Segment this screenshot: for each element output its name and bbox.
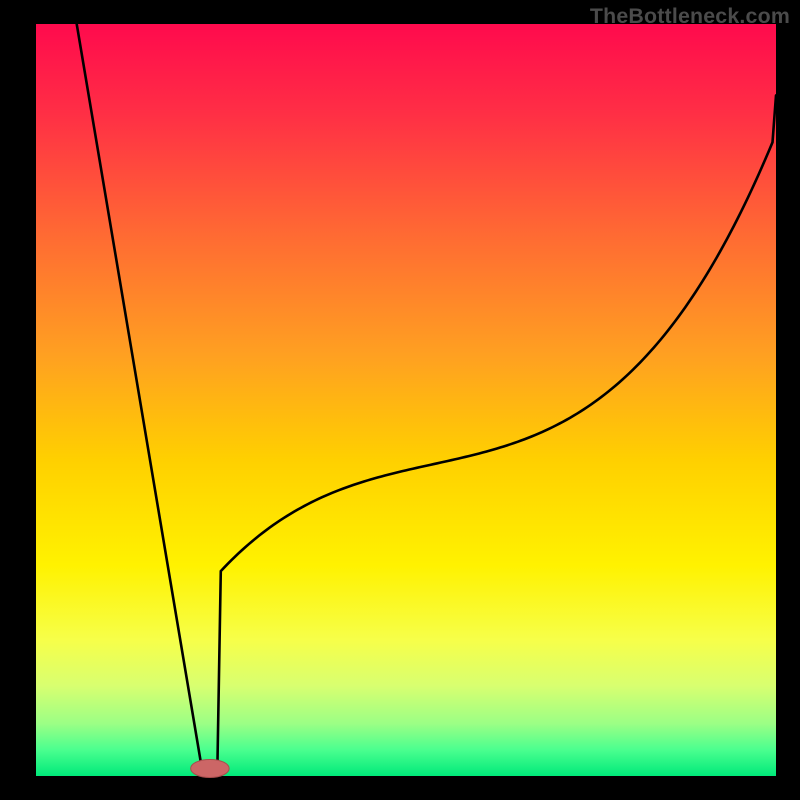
plot-background <box>36 24 776 776</box>
watermark-text: TheBottleneck.com <box>590 4 790 29</box>
bottleneck-chart <box>0 0 800 800</box>
bottleneck-marker <box>191 759 229 777</box>
